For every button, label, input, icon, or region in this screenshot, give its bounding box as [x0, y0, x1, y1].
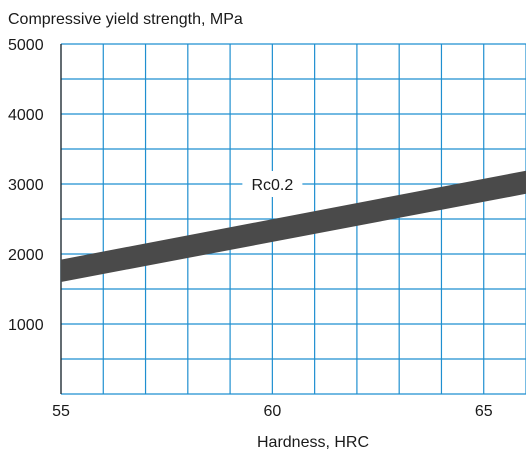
- y-axis-label: Compressive yield strength, MPa: [8, 11, 243, 28]
- series-label-rc02: Rc0.2: [251, 177, 293, 194]
- x-tick-label: 60: [263, 403, 281, 420]
- y-tick-labels: 1000 2000 3000 4000 5000: [8, 37, 44, 334]
- annotation-background: [242, 171, 303, 197]
- y-tick-label: 3000: [8, 177, 44, 194]
- y-tick-label: 2000: [8, 247, 44, 264]
- annotation-layer: Rc0.2: [242, 171, 303, 197]
- x-tick-label: 65: [475, 403, 493, 420]
- x-axis-label: Hardness, HRC: [257, 434, 369, 451]
- y-tick-label: 1000: [8, 317, 44, 334]
- x-tick-label: 55: [52, 403, 70, 420]
- x-tick-labels: 55 60 65: [52, 403, 493, 420]
- y-tick-label: 4000: [8, 107, 44, 124]
- y-tick-label: 5000: [8, 37, 44, 54]
- data-band-layer: [61, 170, 526, 282]
- data-band-rc02: [61, 170, 526, 282]
